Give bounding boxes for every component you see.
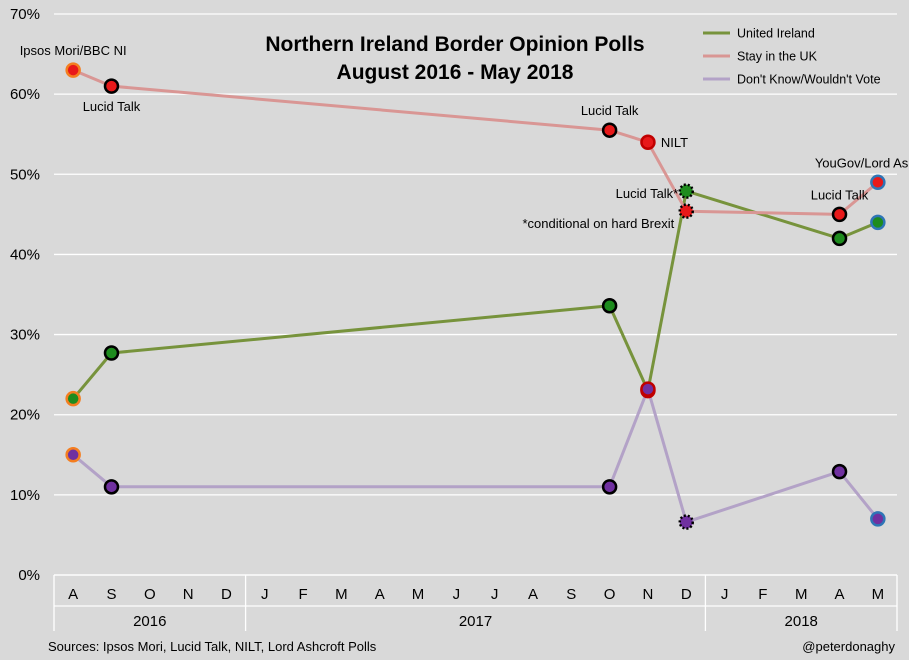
x-month-label: A — [375, 586, 385, 603]
y-tick-label: 40% — [10, 246, 40, 263]
data-point — [601, 297, 618, 314]
data-point — [103, 345, 120, 361]
y-tick-label: 10% — [10, 487, 40, 504]
data-point — [103, 479, 120, 495]
y-axis-ticks: 0% 10% 20% 30% 40% 50% 60% 70% — [10, 6, 40, 584]
x-month-label: S — [566, 586, 576, 603]
legend-label-united-ireland: United Ireland — [737, 27, 815, 41]
x-year-label: 2017 — [459, 613, 492, 630]
legend: United Ireland Stay in the UK Don't Know… — [703, 27, 881, 87]
x-month-label: M — [872, 586, 885, 603]
x-month-label: F — [298, 586, 307, 603]
series-markers — [65, 62, 886, 530]
x-month-label: S — [106, 586, 116, 603]
y-tick-label: 50% — [10, 166, 40, 183]
x-month-label: M — [412, 586, 425, 603]
poll-annotation: YouGov/Lord Ashcroft — [815, 155, 909, 170]
data-point — [601, 479, 618, 495]
data-point — [65, 447, 81, 463]
x-month-label: M — [795, 586, 808, 603]
data-point — [678, 183, 694, 199]
data-point — [831, 230, 848, 247]
x-month-label: N — [643, 586, 654, 603]
data-point — [678, 514, 694, 530]
data-point — [65, 62, 81, 78]
x-year-label: 2018 — [785, 613, 818, 630]
annotations: Ipsos Mori/BBC NI Lucid Talk Lucid Talk NIL… — [20, 43, 909, 231]
x-month-label: F — [758, 586, 767, 603]
data-point — [65, 390, 81, 407]
x-month-label: D — [221, 586, 232, 603]
legend-label-dont-know: Don't Know/Wouldn't Vote — [737, 73, 881, 87]
poll-annotation: Lucid Talk* — [616, 186, 679, 201]
sources-note: Sources: Ipsos Mori, Lucid Talk, NILT, L… — [48, 639, 377, 654]
x-month-label: M — [335, 586, 348, 603]
author-credit: @peterdonaghy — [802, 639, 895, 654]
x-month-label: J — [491, 586, 499, 603]
x-month-label: A — [835, 586, 845, 603]
y-tick-label: 60% — [10, 86, 40, 103]
poll-annotation: Lucid Talk — [581, 103, 639, 118]
x-year-label: 2016 — [133, 613, 166, 630]
data-point — [870, 511, 886, 527]
chart-title-line-1: Northern Ireland Border Opinion Polls — [265, 33, 644, 56]
x-month-label: J — [453, 586, 461, 603]
data-point — [601, 122, 618, 138]
data-point — [870, 174, 886, 191]
chart-title-line-2: August 2016 - May 2018 — [337, 61, 574, 84]
y-tick-label: 30% — [10, 327, 40, 344]
data-point — [103, 78, 120, 94]
x-month-label: N — [183, 586, 194, 603]
x-month-label: O — [604, 586, 616, 603]
data-point — [678, 203, 694, 219]
x-month-label: J — [721, 586, 729, 603]
x-month-label: O — [144, 586, 156, 603]
x-month-label: A — [528, 586, 538, 603]
data-point — [640, 381, 656, 397]
data-point — [831, 206, 848, 223]
legend-label-stay-in-uk: Stay in the UK — [737, 50, 818, 64]
data-point — [640, 134, 656, 150]
poll-annotation: Lucid Talk — [83, 99, 141, 114]
y-tick-label: 20% — [10, 407, 40, 424]
poll-annotation: NILT — [661, 135, 688, 150]
data-point — [831, 463, 848, 480]
x-month-label: J — [261, 586, 269, 603]
y-tick-label: 70% — [10, 6, 40, 23]
poll-annotation: *conditional on hard Brexit — [522, 216, 674, 231]
x-month-label: A — [68, 586, 78, 603]
y-tick-label: 0% — [18, 567, 40, 584]
x-month-label: D — [681, 586, 692, 603]
x-axis: A S O N D J F M A M J J A S O N D J F M A M 2016 2017 2018 — [53, 574, 898, 631]
poll-annotation: Lucid Talk — [811, 187, 869, 202]
poll-annotation: Ipsos Mori/BBC NI — [20, 43, 127, 58]
data-point — [870, 214, 886, 231]
